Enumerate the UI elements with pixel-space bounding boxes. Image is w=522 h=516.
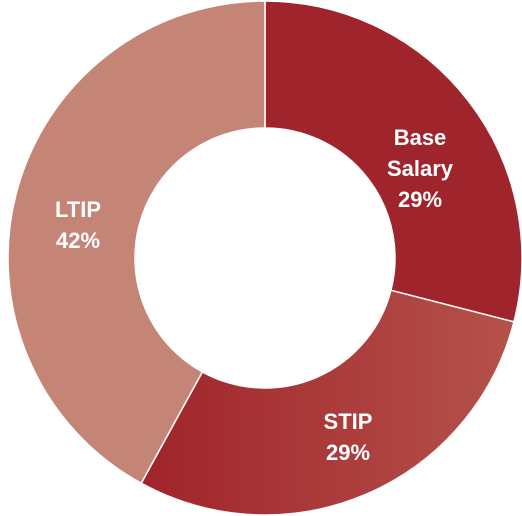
donut-slice bbox=[264, 0, 522, 323]
slice-label: STIP 29% bbox=[293, 406, 403, 468]
value-label: 42% bbox=[55, 228, 101, 253]
slice-label: LTIP 42% bbox=[23, 194, 133, 256]
category-label: STIP bbox=[323, 409, 373, 434]
category-label: LTIP bbox=[54, 197, 102, 222]
donut-slice bbox=[7, 0, 266, 485]
value-label: 29% bbox=[397, 187, 443, 212]
category-label: Base Salary bbox=[386, 125, 454, 181]
slice-label: Base Salary 29% bbox=[380, 122, 460, 215]
value-label: 29% bbox=[325, 440, 371, 465]
donut-slice bbox=[140, 289, 515, 516]
